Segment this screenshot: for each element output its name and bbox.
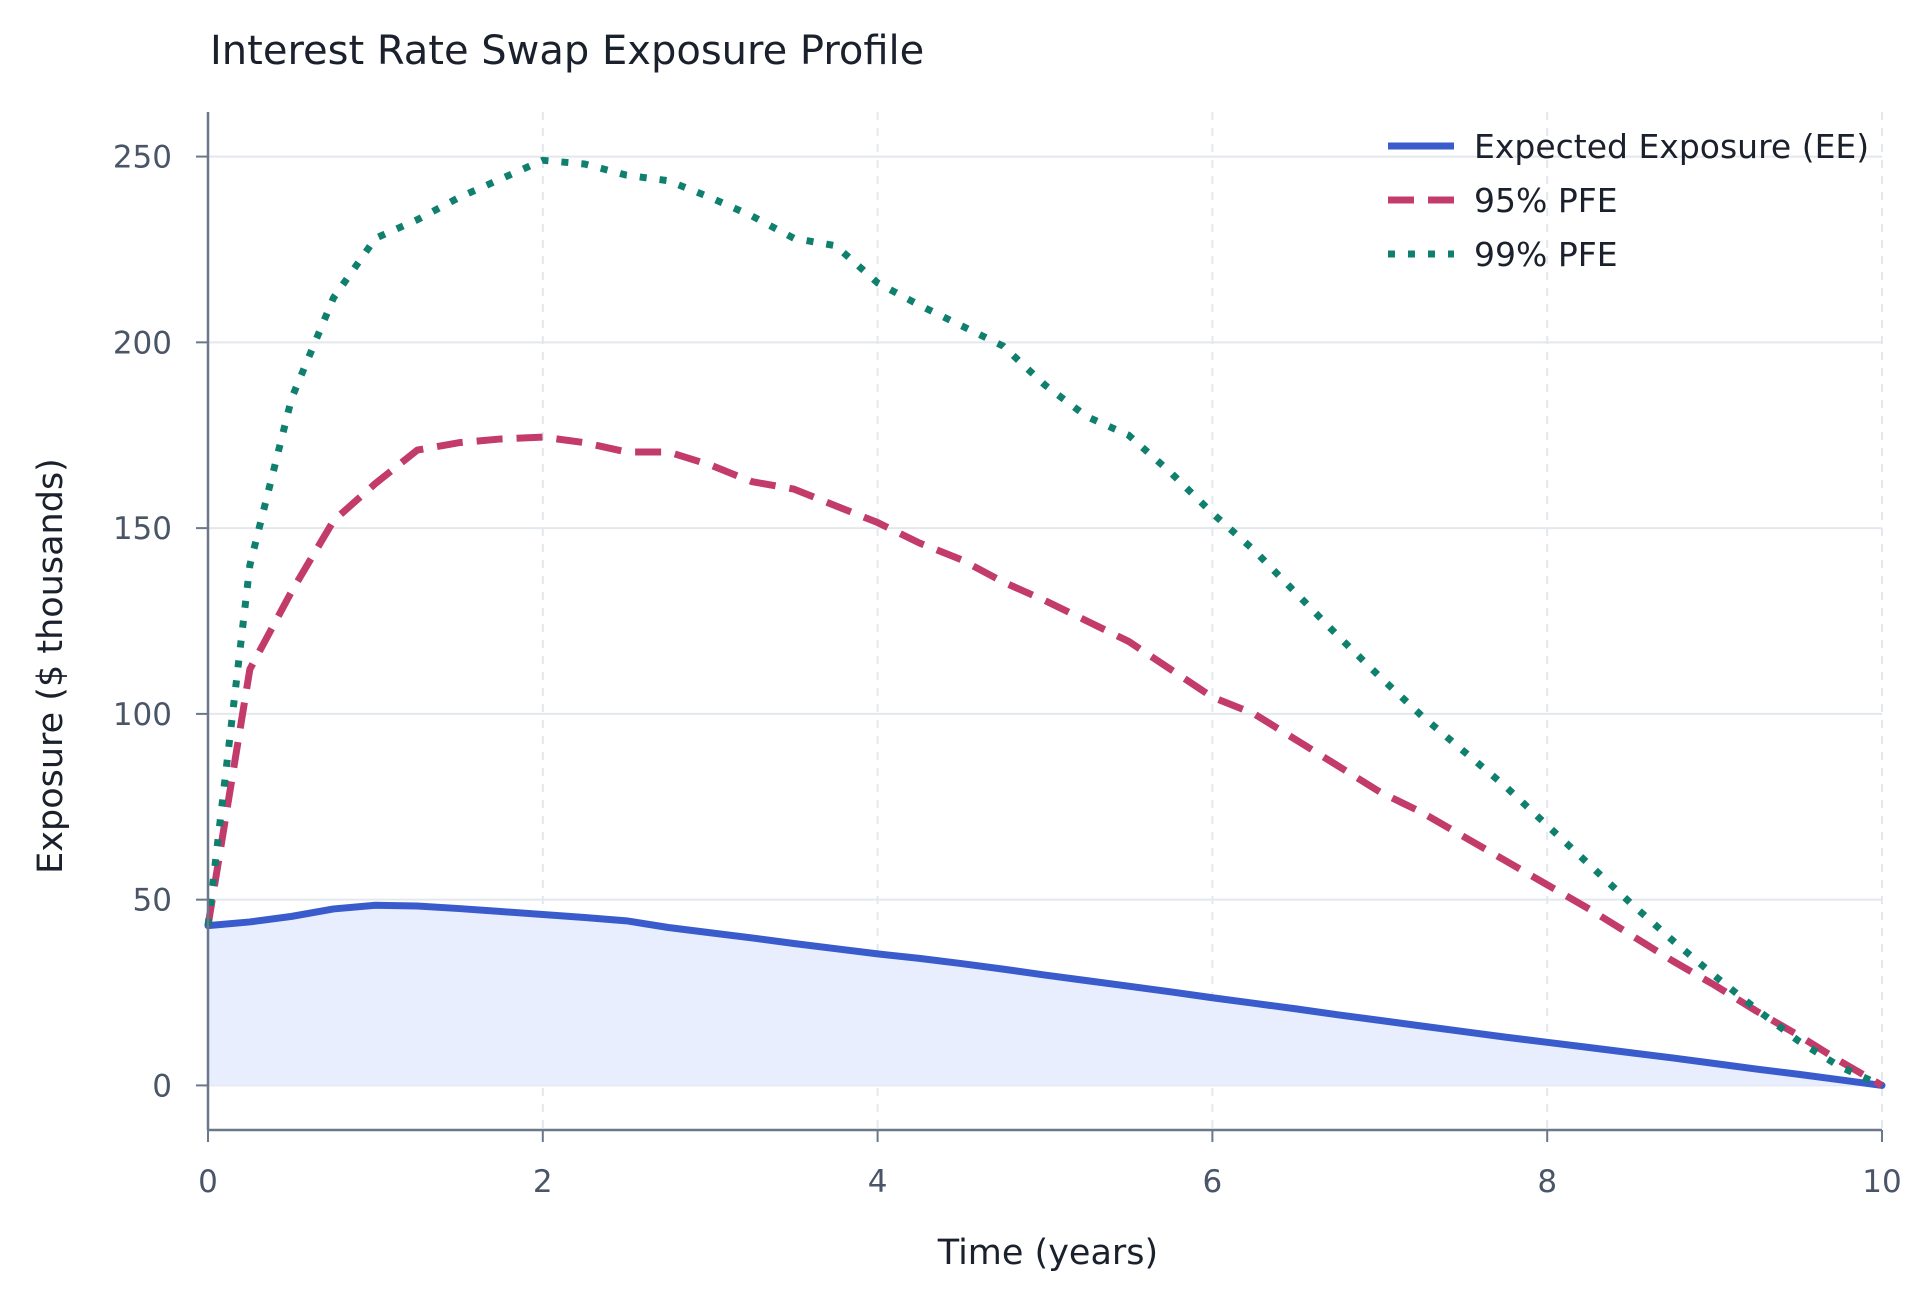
series-area-0 — [208, 905, 1882, 1086]
series-lines — [204, 156, 1886, 1089]
x-tick-label: 0 — [198, 1164, 218, 1200]
y-tick-label: 250 — [113, 140, 172, 176]
chart-title: Interest Rate Swap Exposure Profile — [210, 28, 924, 74]
y-tick-label: 150 — [113, 511, 172, 547]
x-axis-title: Time (years) — [937, 1233, 1158, 1273]
axes — [196, 112, 1883, 1142]
series-line-0 — [204, 901, 1886, 1089]
y-axis-title: Exposure ($ thousands) — [31, 458, 71, 874]
y-tick-label: 200 — [113, 325, 172, 361]
x-tick-label: 10 — [1862, 1164, 1901, 1200]
x-tick-label: 4 — [868, 1164, 888, 1200]
x-tick-label: 8 — [1537, 1164, 1557, 1200]
legend-label-0: Expected Exposure (EE) — [1474, 127, 1869, 166]
y-tick-label: 100 — [113, 697, 172, 733]
y-tick-label: 50 — [133, 883, 172, 919]
legend: Expected Exposure (EE) 95% PFE 99% PFE — [1388, 127, 1869, 274]
tick-labels: 0 50 100 150 200 250 0 2 4 6 8 10 — [113, 140, 1902, 1200]
ee-area-fill — [208, 905, 1882, 1086]
legend-label-1: 95% PFE — [1474, 181, 1618, 220]
x-tick-label: 6 — [1203, 1164, 1223, 1200]
series-line-1 — [204, 433, 1884, 1089]
series-line-2 — [204, 156, 1884, 1089]
x-tick-label: 2 — [533, 1164, 553, 1200]
y-tick-label: 0 — [152, 1068, 172, 1104]
legend-label-2: 99% PFE — [1474, 235, 1618, 274]
